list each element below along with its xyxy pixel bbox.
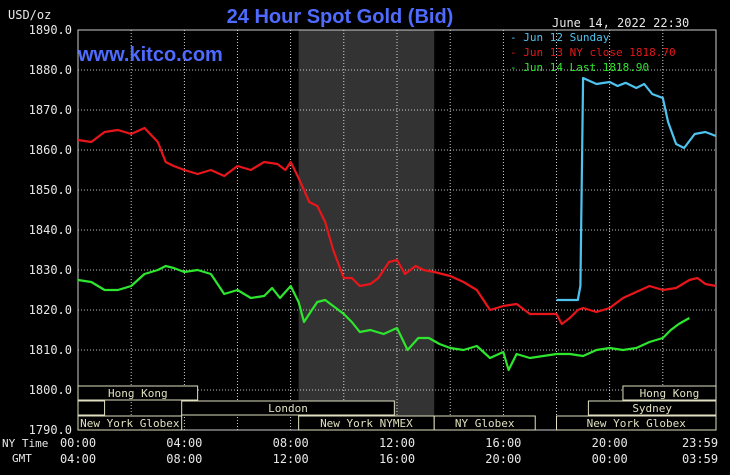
session-label: Hong Kong [640,387,700,400]
website-watermark: www.kitco.com [78,44,223,66]
x-tick-label-ny: 16:00 [485,436,521,450]
y-tick-label: 1840.0 [29,223,72,237]
legend-label: Jun 13 NY close 1818.70 [523,46,676,59]
series-line-jun13 [77,126,717,326]
ny-time-row-label: NY Time [2,437,48,450]
y-tick-label: 1800.0 [29,383,72,397]
x-tick-label-ny: 20:00 [592,436,628,450]
session-label: New York Globex [80,417,180,430]
series-line-jun14 [77,264,690,372]
legend: - Jun 12 Sunday - Jun 13 NY close 1818.7… [510,30,676,75]
legend-dash: - [510,46,524,59]
x-tick-label-gmt: 12:00 [273,452,309,466]
session-bar [587,400,717,416]
legend-dash: - [510,31,524,44]
legend-item-jun13: - Jun 13 NY close 1818.70 [510,45,676,60]
session-bar [181,400,395,416]
x-tick-label-ny: 04:00 [166,436,202,450]
x-tick-label-gmt: 16:00 [379,452,415,466]
chart-title: 24 Hour Spot Gold (Bid) [226,6,454,28]
session-label: Sydney [632,402,672,415]
legend-item-jun12: - Jun 12 Sunday [510,30,676,45]
x-tick-label-ny: 08:00 [273,436,309,450]
x-tick-label-gmt: 20:00 [485,452,521,466]
legend-label: Jun 14 Last 1818.90 [523,61,650,74]
y-tick-label: 1810.0 [29,343,72,357]
x-tick-label-ny: 23:59 [682,436,718,450]
x-tick-label-gmt: 00:00 [592,452,628,466]
gmt-row-label: GMT [12,452,32,465]
y-tick-label: 1860.0 [29,143,72,157]
legend-item-jun14: - Jun 14 Last 1818.90 [510,60,676,75]
y-axis-unit: USD/oz [8,8,52,22]
x-tick-label-ny: 00:00 [60,436,96,450]
session-label: New York Globex [587,417,687,430]
session-label: New York NYMEX [320,417,413,430]
timestamp: June 14, 2022 22:30 [552,16,690,30]
y-tick-label: 1880.0 [29,63,72,77]
session-bar [433,415,536,431]
legend-dash: - [510,61,524,74]
session-bar [77,400,106,416]
x-tick-label-gmt: 08:00 [166,452,202,466]
session-bar [77,415,183,431]
session-bar [622,385,717,401]
y-tick-label: 1820.0 [29,303,72,317]
session-label: NY Globex [455,417,515,430]
session-label: Hong Kong [108,387,168,400]
x-tick-label-gmt: 04:00 [60,452,96,466]
y-tick-label: 1790.0 [29,423,72,437]
series-line-jun12 [556,76,717,302]
y-tick-label: 1850.0 [29,183,72,197]
y-tick-label: 1830.0 [29,263,72,277]
session-bar [77,385,199,401]
x-tick-label-ny: 12:00 [379,436,415,450]
x-tick-label-gmt: 03:59 [682,452,718,466]
session-bar [556,415,717,431]
y-tick-label: 1870.0 [29,103,72,117]
y-tick-label: 1890.0 [29,23,72,37]
session-label: London [268,402,308,415]
legend-label: Jun 12 Sunday [523,31,610,44]
